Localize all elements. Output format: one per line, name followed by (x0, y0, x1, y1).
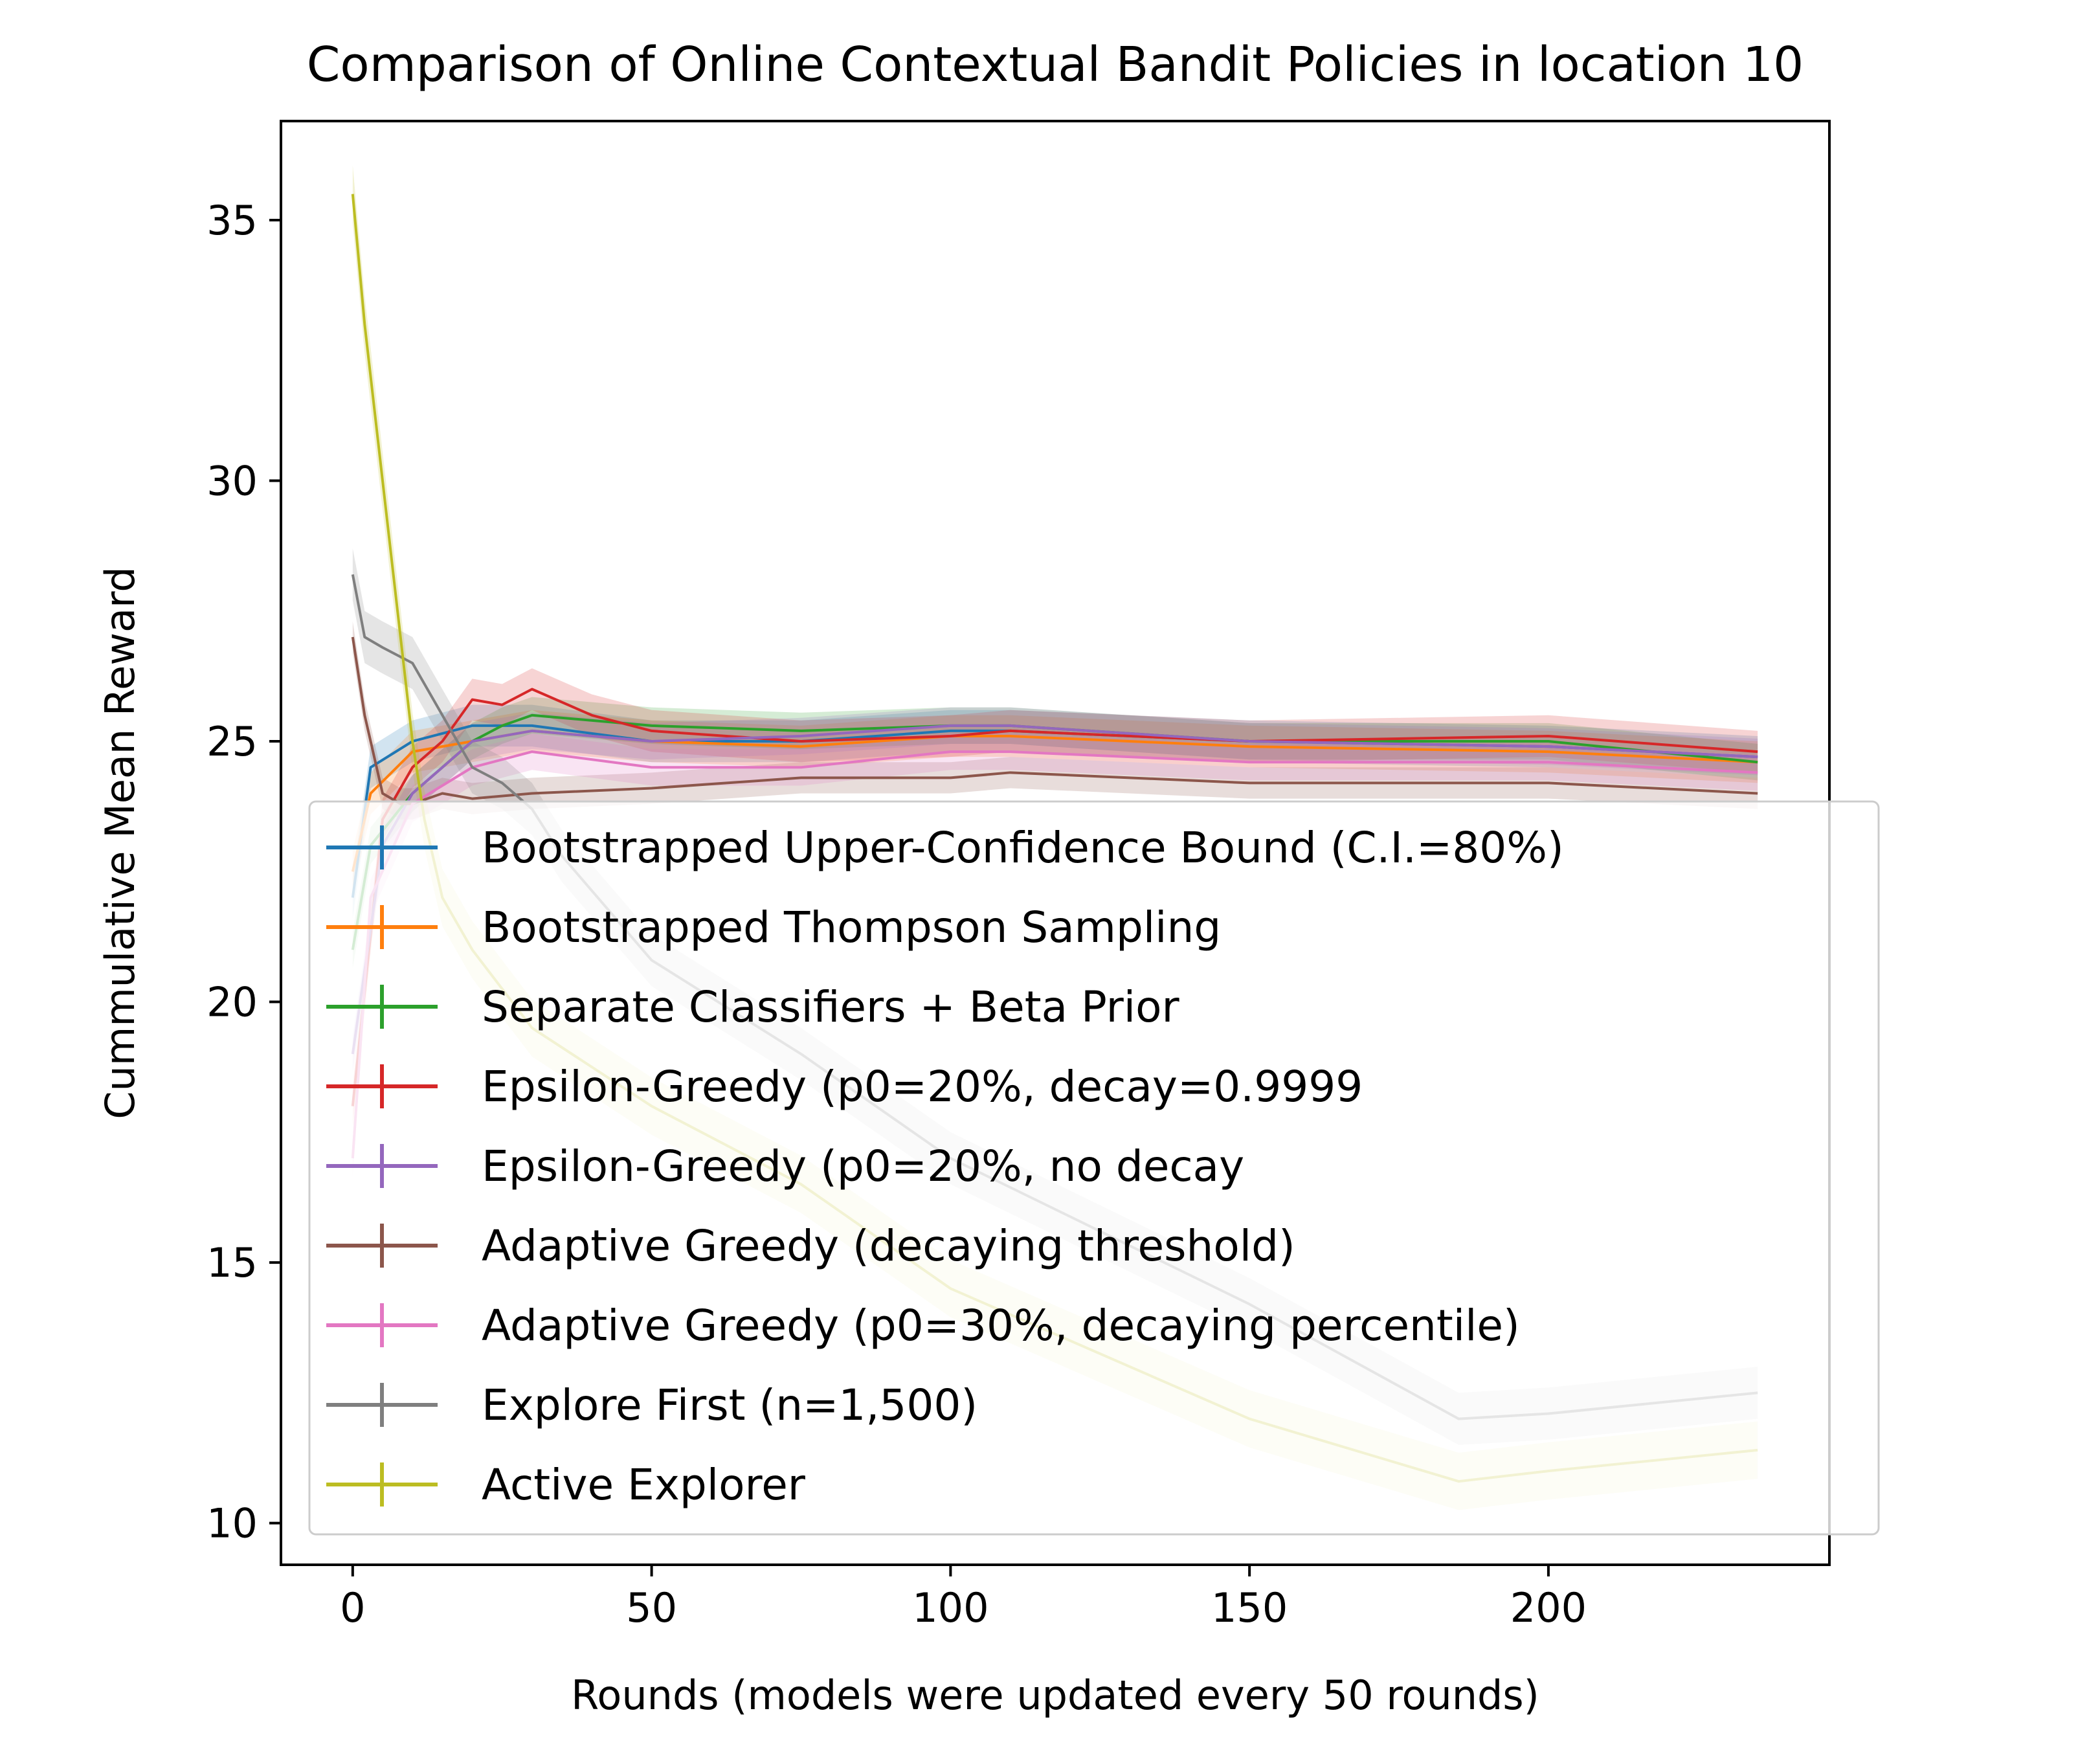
y-axis-label: Cummulative Mean Reward (96, 566, 144, 1119)
y-tick-label: 35 (207, 197, 258, 244)
series-6-line (351, 636, 1758, 805)
y-axis-ticks: 10 15 20 25 30 35 (207, 197, 281, 1547)
y-tick-label: 20 (207, 979, 258, 1026)
x-tick-label: 200 (1510, 1584, 1587, 1631)
x-tick-label: 150 (1211, 1584, 1288, 1631)
legend-label: Explore First (n=1,500) (482, 1380, 977, 1430)
legend-item-8: Explore First (n=1,500) (326, 1380, 977, 1430)
legend-item-3: Separate Classifiers + Beta Prior (326, 982, 1179, 1032)
legend-item-7: Adaptive Greedy (p0=30%, decaying percen… (326, 1301, 1520, 1350)
legend-label: Bootstrapped Thompson Sampling (482, 902, 1221, 952)
x-axis-ticks: 0 50 100 150 200 (340, 1565, 1587, 1631)
series-4-band (352, 668, 1758, 1127)
confidence-bands (352, 165, 1758, 1510)
legend-item-9: Active Explorer (326, 1460, 806, 1510)
y-tick-label: 15 (207, 1239, 258, 1286)
legend-item-4: Epsilon-Greedy (p0=20%, decay=0.9999 (326, 1062, 1363, 1112)
legend-item-6: Adaptive Greedy (decaying threshold) (326, 1221, 1295, 1271)
series-2-line (351, 729, 1758, 872)
legend-label: Adaptive Greedy (p0=30%, decaying percen… (482, 1301, 1520, 1350)
legend-label: Adaptive Greedy (decaying threshold) (482, 1221, 1295, 1271)
legend-label: Separate Classifiers + Beta Prior (482, 982, 1179, 1032)
x-tick-label: 100 (912, 1584, 989, 1631)
series-6-band (352, 621, 1758, 820)
legend-item-5: Epsilon-Greedy (p0=20%, no decay (326, 1141, 1244, 1191)
series-5-band (352, 707, 1758, 1073)
legend: Bootstrapped Upper-Confidence Bound (C.I… (308, 800, 1880, 1536)
legend-label: Bootstrapped Upper-Confidence Bound (C.I… (482, 823, 1564, 873)
y-tick-label: 30 (207, 457, 258, 504)
series-1-band (352, 704, 1758, 919)
chart-title: Comparison of Online Contextual Bandit P… (307, 37, 1804, 93)
y-tick-label: 25 (207, 718, 258, 765)
y-tick-label: 10 (207, 1500, 258, 1547)
x-tick-label: 50 (626, 1584, 677, 1631)
series-4-line (351, 688, 1758, 1106)
legend-item-1: Bootstrapped Upper-Confidence Bound (C.I… (326, 823, 1564, 873)
x-tick-label: 0 (340, 1584, 365, 1631)
legend-label: Epsilon-Greedy (p0=20%, decay=0.9999 (482, 1062, 1363, 1112)
series-2-band (352, 710, 1758, 893)
legend-label: Active Explorer (482, 1460, 806, 1510)
legend-item-2: Bootstrapped Thompson Sampling (326, 902, 1221, 952)
series-3-band (352, 697, 1758, 969)
x-axis-label: Rounds (models were updated every 50 rou… (571, 1672, 1539, 1719)
legend-label: Epsilon-Greedy (p0=20%, no decay (482, 1141, 1244, 1191)
legend-box (308, 800, 1880, 1536)
